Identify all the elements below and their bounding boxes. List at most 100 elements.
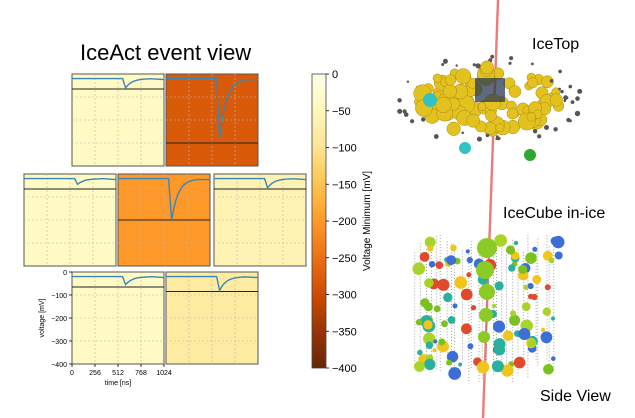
panel-r2c1 [23, 173, 117, 267]
icetop-tank [485, 109, 497, 122]
colorbar-tick-label: −200 [332, 216, 357, 228]
dom-hit [493, 344, 506, 356]
dom-hit [438, 338, 446, 346]
icetop-tank [406, 80, 410, 83]
icetop-tank [508, 61, 512, 65]
icetop-tank [442, 84, 458, 99]
icetop-tank [403, 112, 409, 117]
dom-hit [458, 362, 463, 367]
dom-hit [450, 244, 457, 252]
dom-hit [435, 261, 444, 269]
panel-r3c2 [165, 271, 259, 365]
colorbar [311, 73, 327, 369]
icetop-tank [421, 117, 426, 122]
icetop-tank [574, 110, 581, 117]
dom-hit [420, 298, 430, 308]
icetop-tank [466, 113, 480, 128]
icetop-tank [485, 133, 490, 138]
colorbar-tick-label: −50 [332, 106, 351, 118]
icetop-tank [526, 112, 537, 122]
y-tick-label: −400 [51, 362, 67, 369]
dom-hit [491, 303, 497, 309]
icetop-tank [553, 127, 558, 132]
icetop-label: IceTop [532, 36, 580, 53]
icetop-tank [455, 64, 458, 67]
icetop-tank [563, 99, 567, 103]
dom-hit [509, 310, 517, 317]
dom-hit [447, 316, 456, 324]
waveform-line [72, 275, 165, 286]
icetop-tank [495, 123, 505, 133]
dom-hit-large [479, 284, 495, 300]
x-tick-label: 512 [112, 370, 124, 377]
icetop-tank [541, 75, 554, 89]
dom-hit [551, 356, 556, 361]
inice-label: IceCube in-ice [503, 205, 606, 222]
dom-hit [492, 320, 506, 333]
icetop-tank [490, 54, 495, 59]
dom-hit [432, 348, 437, 353]
icetop-tank [544, 125, 549, 130]
icetop-tank [549, 79, 554, 83]
dom-hit [433, 305, 441, 313]
dom-hit [509, 314, 521, 326]
icetop-tank [558, 87, 561, 91]
dom-hit [501, 364, 514, 377]
icetop-tank [410, 119, 415, 124]
icetop-tank [475, 63, 481, 69]
dom-hit [424, 236, 436, 248]
dom-hit [452, 303, 458, 309]
colorbar-tick-label: 0 [332, 69, 338, 81]
dom-hit [521, 302, 531, 311]
icetop-tank [397, 98, 402, 103]
dom-hit [532, 246, 538, 252]
icetop-tank [568, 84, 573, 89]
colorbar-tick-label: −100 [332, 143, 357, 155]
icetop-tank [506, 107, 519, 120]
waveform-line [118, 177, 211, 221]
dom-hit [508, 264, 516, 272]
dom-hit [476, 361, 490, 374]
icetop-tank [476, 136, 482, 142]
dom-hit [428, 261, 436, 268]
dom-hit [461, 323, 472, 335]
dom-hit [542, 307, 552, 316]
iceact-telescope [475, 78, 505, 102]
icetop-tank [577, 88, 583, 94]
icetop-cluster [397, 54, 583, 161]
y-tick-label: −200 [51, 316, 67, 323]
dom-hit [491, 360, 504, 373]
icetop-tank [565, 96, 569, 100]
icetop-tank [480, 60, 494, 75]
panel-r1c1 [71, 73, 165, 167]
dom-hit [446, 359, 453, 366]
icetop-tank [455, 68, 472, 85]
dom-hit [527, 339, 537, 348]
dom-hit [423, 320, 433, 330]
dom-hit [443, 292, 453, 303]
dom-hit [552, 235, 565, 249]
dom-hit [531, 293, 538, 301]
dom-hit-large [479, 308, 493, 322]
dom-hit [532, 275, 542, 284]
y-tick-label: −300 [51, 339, 67, 346]
dom-hit [454, 276, 468, 289]
x-tick-label: 768 [135, 370, 147, 377]
panel-r2c3 [213, 173, 307, 267]
dom-hit [465, 249, 470, 254]
dom-hit [446, 350, 459, 363]
waveform-line [166, 77, 259, 139]
icetop-tank [527, 77, 539, 89]
colorbar-tick-label: −300 [332, 290, 357, 302]
icetop-tank [508, 85, 522, 98]
dom-hit [513, 356, 526, 369]
dom-hit [417, 349, 423, 356]
icetop-tank [568, 119, 572, 123]
dom-hit [502, 330, 514, 342]
dom-hit [415, 319, 423, 326]
icetop-tank [432, 73, 442, 83]
x-tick-label: 0 [70, 370, 74, 377]
dom-hit [470, 305, 477, 311]
colorbar-tick-label: −350 [332, 326, 357, 338]
